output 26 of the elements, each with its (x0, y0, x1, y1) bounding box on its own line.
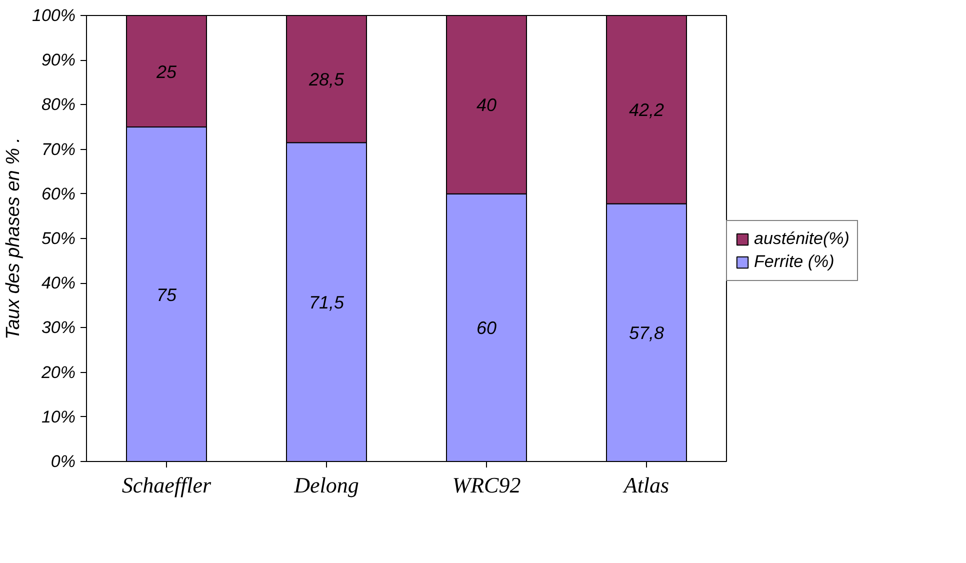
y-tick-label: 20% (40, 362, 76, 382)
data-label: 28,5 (308, 70, 346, 90)
y-tick-label: 50% (41, 229, 76, 248)
y-tick-label: 90% (41, 50, 76, 70)
legend-label: austénite(%) (754, 229, 850, 249)
y-tick-label: 10% (41, 407, 76, 426)
y-tick-label: 60% (41, 184, 76, 204)
data-label: 25 (155, 62, 178, 82)
data-label: 60 (476, 318, 497, 338)
y-axis-title: Taux des phases en % . (3, 137, 24, 340)
data-label: 57,8 (628, 323, 664, 344)
data-label: 40 (476, 95, 497, 116)
y-tick-label: 70% (41, 140, 76, 159)
y-tick-label: 40% (41, 274, 76, 293)
y-tick-label: 0% (50, 452, 76, 471)
x-tick-label: Delong (293, 472, 359, 498)
y-tick-label: 100% (32, 6, 76, 25)
y-tick-label: 30% (41, 318, 76, 338)
x-tick-label: WRC92 (452, 472, 521, 498)
data-label: 71,5 (308, 292, 346, 313)
legend-label: Ferrite (%) (754, 252, 834, 272)
x-tick-label: Atlas (622, 472, 670, 498)
data-label: 42,2 (628, 100, 664, 120)
x-tick-label: Schaeffler (122, 472, 212, 498)
y-tick-label: 80% (41, 95, 76, 114)
data-label: 75 (156, 284, 178, 305)
